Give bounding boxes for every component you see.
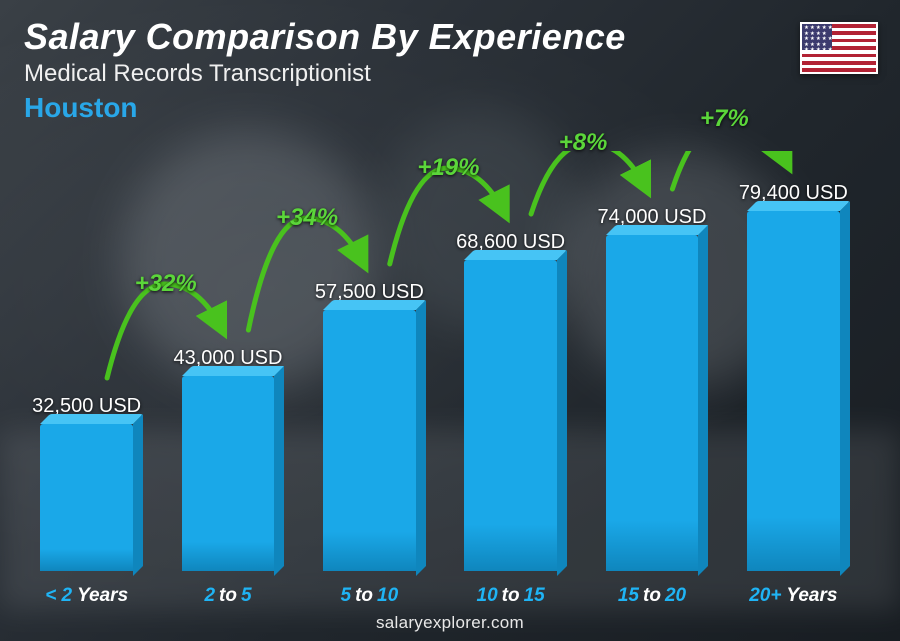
bar-column: 79,400 USD (737, 182, 850, 571)
bar (40, 424, 133, 571)
x-axis-tick: 20+ Years (737, 585, 850, 607)
bar-column: 57,500 USD (313, 281, 426, 571)
bar (464, 260, 557, 571)
bar-column: 32,500 USD (30, 395, 143, 571)
bar (747, 211, 840, 571)
header: Salary Comparison By Experience Medical … (24, 16, 800, 124)
infographic-stage: Salary Comparison By Experience Medical … (0, 0, 900, 641)
x-axis-tick: < 2 Years (30, 585, 143, 607)
x-axis-tick: 15to20 (595, 585, 708, 607)
bar-column: 43,000 USD (171, 347, 284, 571)
flag-usa-icon (800, 22, 878, 74)
bar-column: 74,000 USD (595, 206, 708, 571)
chart-city: Houston (24, 92, 800, 124)
x-axis-labels: < 2 Years 2to5 5to10 10to15 15to20 20+ Years (30, 585, 850, 607)
bar-chart: 32,500 USD43,000 USD 57,500 USD68,600 USD… (30, 151, 850, 571)
x-axis-tick: 10to15 (454, 585, 567, 607)
footer-attribution: salaryexplorer.com (0, 613, 900, 633)
bar (182, 376, 275, 571)
bar-column: 68,600 USD (454, 231, 567, 571)
flag-canton (802, 24, 832, 50)
bar (606, 235, 699, 571)
x-axis-tick: 2to5 (171, 585, 284, 607)
chart-title: Salary Comparison By Experience (24, 16, 800, 58)
chart-subtitle: Medical Records Transcriptionist (24, 60, 800, 88)
x-axis-tick: 5to10 (313, 585, 426, 607)
bar (323, 310, 416, 571)
